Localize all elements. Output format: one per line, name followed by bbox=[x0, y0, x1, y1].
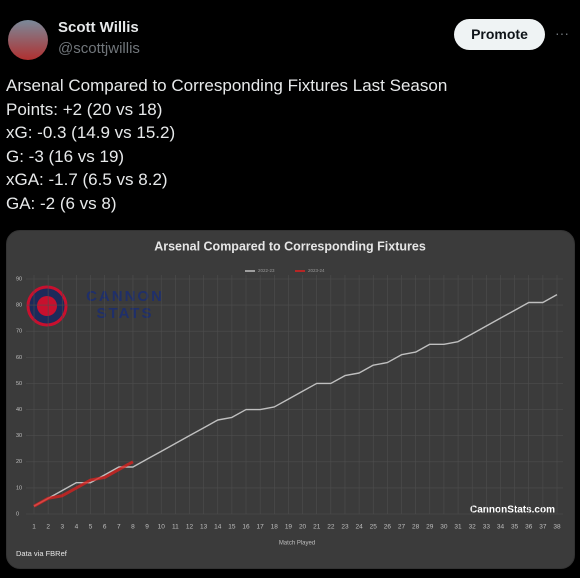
x-tick-label: 3 bbox=[60, 524, 64, 531]
x-tick-label: 29 bbox=[426, 524, 434, 531]
x-tick-label: 13 bbox=[200, 524, 208, 531]
x-tick-label: 32 bbox=[469, 524, 477, 531]
x-tick-label: 5 bbox=[89, 524, 93, 531]
y-tick-label: 30 bbox=[16, 433, 22, 439]
x-tick-label: 23 bbox=[341, 524, 349, 531]
x-tick-label: 28 bbox=[412, 524, 420, 531]
tweet-line: G: -3 (16 vs 19) bbox=[6, 146, 125, 166]
x-tick-label: 34 bbox=[497, 524, 505, 531]
x-tick-label: 8 bbox=[131, 524, 135, 531]
x-tick-label: 37 bbox=[539, 524, 547, 531]
x-tick-label: 20 bbox=[299, 524, 307, 531]
x-tick-label: 16 bbox=[242, 524, 250, 531]
y-tick-label: 60 bbox=[16, 355, 22, 361]
y-tick-label: 50 bbox=[16, 381, 22, 387]
author-name[interactable]: Scott Willis bbox=[58, 19, 139, 36]
promote-button[interactable]: Promote bbox=[454, 19, 545, 50]
y-tick-label: 80 bbox=[16, 303, 22, 309]
tweet-line: xG: -0.3 (14.9 vs 15.2) bbox=[6, 123, 176, 143]
x-tick-label: 11 bbox=[172, 524, 179, 531]
x-tick-label: 4 bbox=[75, 524, 79, 531]
x-tick-label: 19 bbox=[285, 524, 293, 531]
y-tick-label: 70 bbox=[16, 329, 22, 335]
tweet-line: GA: -2 (6 vs 8) bbox=[6, 193, 117, 213]
chart-title: Arsenal Compared to Corresponding Fixtur… bbox=[154, 239, 426, 253]
x-tick-label: 25 bbox=[370, 524, 378, 531]
watermark: CannonStats.com bbox=[470, 505, 555, 516]
legend-label: 2023-24 bbox=[308, 268, 325, 273]
x-tick-label: 10 bbox=[158, 524, 166, 531]
y-tick-label: 0 bbox=[16, 511, 19, 517]
chart: Arsenal Compared to Corresponding Fixtur… bbox=[16, 239, 563, 558]
x-tick-label: 30 bbox=[440, 524, 448, 531]
x-tick-label: 14 bbox=[214, 524, 222, 531]
x-tick-label: 15 bbox=[228, 524, 236, 531]
x-tick-label: 17 bbox=[257, 524, 265, 531]
x-tick-label: 12 bbox=[186, 524, 194, 531]
x-tick-label: 18 bbox=[271, 524, 279, 531]
x-tick-label: 1 bbox=[32, 524, 36, 531]
x-tick-label: 9 bbox=[145, 524, 149, 531]
author-handle[interactable]: @scottjwillis bbox=[58, 40, 140, 57]
logo-text: STATS bbox=[97, 305, 154, 322]
y-tick-label: 40 bbox=[16, 407, 22, 413]
x-tick-label: 24 bbox=[355, 524, 363, 531]
source-note: Data via FBRef bbox=[16, 549, 68, 558]
tweet-line: Points: +2 (20 vs 18) bbox=[6, 99, 163, 119]
x-tick-label: 38 bbox=[553, 524, 561, 531]
tweet-text: Arsenal Compared to Corresponding Fixtur… bbox=[6, 74, 447, 216]
logo-inner bbox=[37, 296, 57, 316]
x-tick-label: 31 bbox=[454, 524, 462, 531]
x-tick-label: 27 bbox=[398, 524, 406, 531]
y-tick-label: 90 bbox=[16, 276, 22, 282]
x-tick-label: 2 bbox=[46, 524, 50, 531]
x-axis-label: Match Played bbox=[279, 541, 315, 547]
tweet-line: xGA: -1.7 (6.5 vs 8.2) bbox=[6, 170, 168, 190]
legend-label: 2022-23 bbox=[258, 268, 275, 273]
tweet-line: Arsenal Compared to Corresponding Fixtur… bbox=[6, 76, 448, 95]
x-tick-label: 22 bbox=[327, 524, 335, 531]
more-menu[interactable]: ··· bbox=[555, 25, 569, 41]
logo bbox=[26, 285, 68, 327]
media[interactable]: Arsenal Compared to Corresponding Fixtur… bbox=[6, 230, 575, 569]
y-tick-label: 10 bbox=[16, 485, 22, 491]
y-tick-label: 20 bbox=[16, 459, 22, 465]
x-tick-label: 26 bbox=[384, 524, 392, 531]
x-tick-label: 36 bbox=[525, 524, 533, 531]
logo-text: CANNON bbox=[86, 288, 164, 305]
x-tick-label: 21 bbox=[313, 524, 321, 531]
x-tick-label: 35 bbox=[511, 524, 519, 531]
x-tick-label: 33 bbox=[483, 524, 491, 531]
series-line bbox=[33, 460, 134, 508]
avatar[interactable] bbox=[8, 20, 48, 60]
x-tick-label: 7 bbox=[117, 524, 121, 531]
x-tick-label: 6 bbox=[103, 524, 107, 531]
